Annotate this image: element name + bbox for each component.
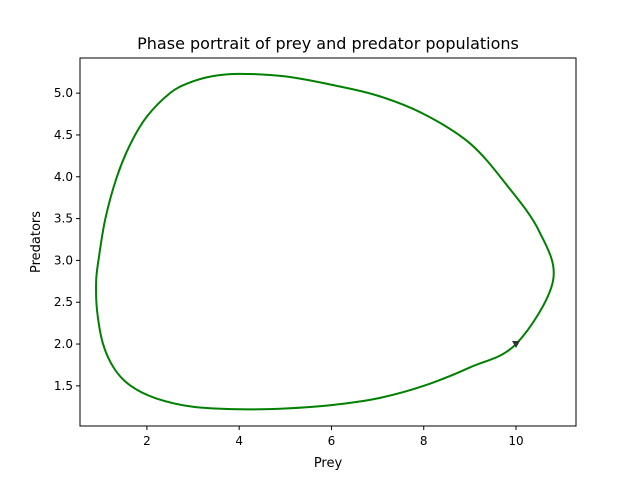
y-tick-label: 5.0 <box>54 86 73 100</box>
y-tick-label: 3.5 <box>54 212 73 226</box>
y-tick-label: 1.5 <box>54 379 73 393</box>
y-tick-label: 4.0 <box>54 170 73 184</box>
y-tick-label: 4.5 <box>54 128 73 142</box>
x-axis-label: Prey <box>314 456 343 471</box>
y-tick-label: 2.0 <box>54 337 73 351</box>
plot-area-frame <box>79 57 577 427</box>
x-tick-label: 10 <box>508 434 523 448</box>
x-tick-label: 8 <box>420 434 428 448</box>
series-line-0 <box>95 72 555 411</box>
y-tick-label: 2.5 <box>54 295 73 309</box>
chart-title: Phase portrait of prey and predator popu… <box>137 34 519 53</box>
x-axis: 2 4 6 8 10 <box>143 426 524 448</box>
y-tick-label: 3.0 <box>54 253 73 267</box>
x-tick-label: 4 <box>235 434 243 448</box>
y-axis-label: Predators <box>29 211 44 273</box>
y-axis: 1.5 2.0 2.5 3.0 3.5 4.0 4.5 5.0 <box>54 86 80 393</box>
plot-layer <box>95 72 555 411</box>
start-point-marker <box>512 341 521 349</box>
x-tick-label: 2 <box>143 434 151 448</box>
x-tick-label: 6 <box>328 434 336 448</box>
